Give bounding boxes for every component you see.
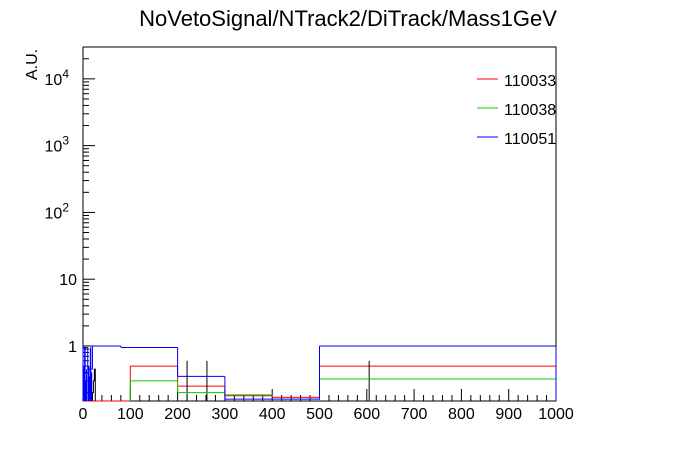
x-tick-label: 1000 <box>538 406 574 423</box>
legend: 110033 110038 110051 <box>477 73 556 148</box>
y-tick-label: 104 <box>45 67 70 89</box>
x-tick-label: 600 <box>353 406 380 423</box>
legend-label-110033: 110033 <box>504 73 556 90</box>
series-110038 <box>129 378 557 401</box>
series-110051 <box>82 345 557 401</box>
x-tick-label: 400 <box>259 406 286 423</box>
chart-title: NoVetoSignal/NTrack2/DiTrack/Mass1GeV <box>139 6 557 31</box>
y-tick-label: 103 <box>45 134 70 156</box>
legend-label-110051: 110051 <box>504 131 556 148</box>
y-tick-label: 10 <box>59 272 77 289</box>
series-layer <box>82 345 557 402</box>
x-tick-label: 100 <box>117 406 144 423</box>
x-tick-label: 300 <box>212 406 239 423</box>
x-tick-label: 800 <box>448 406 475 423</box>
x-tick-label: 200 <box>164 406 191 423</box>
y-axis: 1 10 102 103 104 <box>45 46 95 394</box>
x-tick-label: 700 <box>401 406 428 423</box>
y-tick-label: 102 <box>45 200 70 222</box>
y-axis-title: A.U. <box>24 49 41 80</box>
x-tick-label: 500 <box>306 406 333 423</box>
x-tick-label: 0 <box>79 406 88 423</box>
low-mass-detail <box>91 368 96 401</box>
detail-step <box>91 368 96 401</box>
legend-label-110038: 110038 <box>504 102 556 119</box>
x-axis: 0 100 200 300 400 500 600 700 800 900 1000 <box>79 389 574 423</box>
y-tick-label: 1 <box>68 339 77 356</box>
x-tick-label: 900 <box>495 406 522 423</box>
